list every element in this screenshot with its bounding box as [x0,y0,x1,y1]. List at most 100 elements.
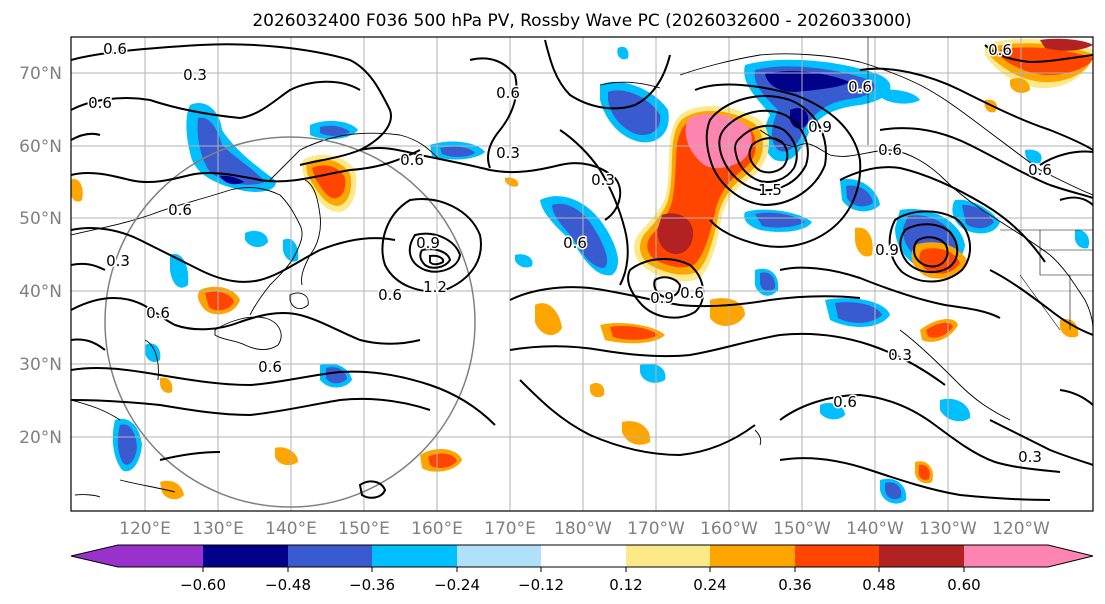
lon-label: 140°E [265,519,317,539]
coastlines [71,53,1093,498]
colorbar-segment [626,545,710,567]
colorbar-tick-label: 0.36 [778,576,811,594]
anomaly-blob [926,322,953,338]
contour-label: 1.2 [423,278,447,296]
focus-circle [104,136,476,508]
contour-label: 0.6 [378,286,402,304]
contour-label: 0.6 [103,40,127,58]
contour-label: 1.5 [758,181,782,199]
colorbar-segment [964,545,1048,567]
anomaly-blob [820,403,845,420]
contour-label: 0.6 [878,141,902,159]
anomaly-blob [880,89,920,104]
contour-label: 0.3 [183,66,207,84]
figure-title: 2026032400 F036 500 hPa PV, Rossby Wave … [252,11,911,31]
colorbar-segment [541,545,626,567]
lon-label: 120°W [992,519,1050,539]
anomaly-blob [590,383,605,398]
contour-label: 0.3 [1018,448,1042,466]
anomaly-blob [617,46,629,60]
anomaly-blob [1025,149,1042,164]
contour-label: 0.6 [168,201,192,219]
colorbar-extend-low [71,545,118,567]
anomaly-blob [1060,319,1079,338]
lat-label: 60°N [19,137,62,157]
colorbar-tick-label: −0.12 [518,576,564,594]
anomaly-blob [205,291,234,311]
colorbar-tick-label: −0.24 [434,576,480,594]
colorbar-ticks [202,567,965,572]
lon-label: 130°W [919,519,977,539]
anomaly-blob [610,325,658,340]
colorbar-tick-label: 0.60 [947,576,980,594]
contour-label: 0.3 [106,252,130,270]
anomaly-blob [1010,78,1030,93]
colorbar-outline [70,544,1094,568]
colorbar-segment [710,545,795,567]
lon-label: 130°E [192,519,244,539]
lon-label: 160°E [411,519,463,539]
anomaly-blob [552,203,608,268]
contour-label: 0.3 [591,171,615,189]
colorbar-tick-label: −0.60 [180,576,226,594]
contour-label: 0.6 [496,84,520,102]
colorbar-extend-high [1048,545,1093,567]
anomaly-blob [505,177,519,187]
lat-label: 30°N [19,355,62,375]
colorbar: −0.60 −0.48 −0.36 −0.24 −0.12 0.12 0.24 … [70,544,1094,594]
anomaly-blob [885,482,902,500]
contour-label: 0.6 [258,358,282,376]
lon-label: 160°W [700,519,758,539]
anomaly-blob [320,125,350,136]
anomaly-blob [440,146,475,157]
anomaly-blob [245,230,268,248]
anomaly-blob [160,377,173,393]
anomaly-blob [622,421,651,445]
contour-label: 0.6 [988,41,1012,59]
lat-label: 70°N [19,64,62,84]
anomaly-blob [918,464,930,480]
pv-contours [71,39,1093,501]
anomaly-blob [608,90,661,136]
contour-label: 0.6 [146,304,170,322]
contour-label: 0.6 [833,393,857,411]
contour-label: 0.9 [416,234,440,252]
anomaly-blob [1074,229,1090,249]
lon-label: 150°W [773,519,831,539]
anomaly-blob [755,212,805,228]
contour-label: 0.6 [563,234,587,252]
anomaly-blob [197,117,265,185]
contour-label: 0.6 [400,151,424,169]
lat-label: 50°N [19,209,62,229]
lon-label: 140°W [846,519,904,539]
colorbar-segment [372,545,457,567]
lat-label: 20°N [19,428,62,448]
latitude-axis: 70°N 60°N 50°N 40°N 30°N 20°N [19,64,62,448]
anomaly-blob [962,204,994,229]
colorbar-segment [203,545,288,567]
colorbar-segment [879,545,964,567]
anomaly-blob [160,480,184,500]
contour-label: 0.6 [1028,161,1052,179]
contour-labels: 0.6 0.3 0.6 0.6 0.3 0.6 0.9 1.2 0.6 0.3 … [87,39,1054,468]
contour-label: 0.9 [650,289,674,307]
colorbar-tick-label: 0.12 [609,576,642,594]
anomaly-blob [220,175,244,185]
anomaly-blob [855,227,873,257]
anomaly-blob [790,108,809,129]
colorbar-segment [118,545,203,567]
colorbar-tick-label: 0.24 [693,576,726,594]
anomaly-blob [535,303,562,336]
map-frame [70,36,1094,512]
colorbar-segment [288,545,372,567]
anomaly-blob [760,272,776,292]
anomaly-blob [312,165,346,199]
anomaly-blob [640,363,666,383]
contour-label: 0.6 [680,284,704,302]
anomaly-blob [428,453,457,469]
anomaly-blob [71,179,83,202]
lon-label: 180°W [554,519,612,539]
colorbar-tick-label: 0.48 [862,576,895,594]
lon-label: 170°E [484,519,536,539]
